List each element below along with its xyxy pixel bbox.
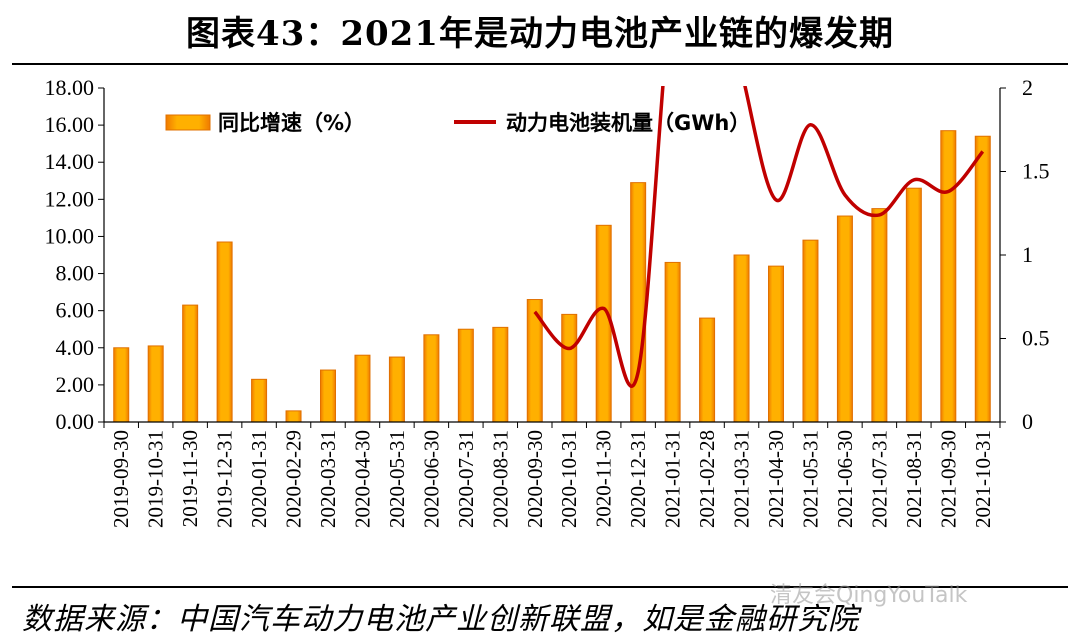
legend: 同比增速（%） 动力电池装机量（GWh） (165, 111, 750, 135)
x-tick-label: 2020-06-30 (419, 430, 443, 528)
bar (595, 224, 612, 423)
line-series (533, 86, 985, 388)
x-tick-label: 2019-09-30 (109, 430, 133, 528)
x-tick-label: 2021-05-31 (798, 430, 822, 528)
x-tick-label: 2019-11-30 (178, 430, 202, 527)
bar (905, 187, 922, 423)
x-tick-label: 2021-02-28 (695, 430, 719, 528)
left-tick-label: 14.00 (45, 149, 95, 174)
right-tick-label: 1 (1022, 242, 1033, 267)
source-note: 数据来源：中国汽车动力电池产业创新联盟，如是金融研究院 (22, 602, 859, 637)
left-tick-label: 10.00 (45, 223, 95, 248)
x-tick-label: 2020-08-31 (488, 430, 512, 528)
bar (940, 130, 957, 423)
bar (768, 265, 784, 423)
bar (457, 328, 474, 423)
left-tick-label: 8.00 (56, 261, 95, 286)
left-tick-label: 0.00 (56, 409, 95, 434)
right-tick-label: 1.5 (1022, 159, 1050, 184)
x-tick-label: 2020-07-31 (454, 430, 478, 528)
right-tick-label: 0.5 (1022, 326, 1050, 351)
x-tick-label: 2020-09-30 (523, 430, 547, 528)
x-tick-label: 2020-10-31 (557, 430, 581, 528)
x-tick-label: 2020-05-31 (385, 430, 409, 528)
bar (974, 135, 991, 423)
legend-label-bar: 同比增速（%） (218, 111, 365, 135)
right-tick-label: 2 (1022, 75, 1033, 100)
x-tick-label: 2021-09-30 (936, 430, 960, 528)
bar (147, 345, 164, 423)
bar (699, 317, 716, 423)
x-tick-label: 2020-11-30 (592, 430, 616, 527)
bar (733, 254, 750, 423)
left-tick-label: 16.00 (45, 112, 95, 137)
x-tick-label: 2021-04-30 (764, 430, 788, 528)
x-tick-label: 2020-02-29 (282, 430, 306, 528)
left-tick-label: 18.00 (45, 75, 95, 100)
bar (285, 410, 302, 423)
legend-swatch-bar (165, 114, 211, 131)
bar (836, 215, 853, 423)
bar (664, 261, 681, 423)
legend-label-line: 动力电池装机量（GWh） (506, 111, 750, 135)
top-rule (12, 63, 1068, 65)
bar-series (113, 130, 991, 423)
bar (251, 378, 268, 423)
bar (871, 208, 888, 423)
bottom-rule (12, 586, 1068, 588)
x-tick-label: 2021-10-31 (971, 430, 995, 528)
x-tick-label: 2020-04-30 (350, 430, 374, 528)
x-tick-label: 2021-07-31 (867, 430, 891, 528)
bar (802, 239, 819, 423)
right-tick-label: 0 (1022, 409, 1033, 434)
bar (182, 304, 199, 423)
bar (423, 334, 440, 423)
line-series-path (533, 86, 985, 388)
axes: 0.00 2.00 4.00 6.00 8.00 10.00 12.00 14.00 16.00… (45, 75, 1050, 528)
x-tick-label: 2020-03-31 (316, 430, 340, 528)
bar (216, 241, 233, 423)
bar (354, 354, 371, 423)
x-tick-label: 2021-03-31 (730, 430, 754, 528)
chart-title: 图表43：2021年是动力电池产业链的爆发期 (186, 14, 894, 54)
x-tick-label: 2021-08-31 (902, 430, 926, 528)
left-tick-label: 12.00 (45, 186, 95, 211)
x-tick-label: 2020-12-31 (626, 430, 650, 528)
bar (320, 369, 336, 423)
x-tick-label: 2021-06-30 (833, 430, 857, 528)
bar (388, 356, 405, 423)
bar (492, 326, 509, 423)
x-tick-label: 2020-01-31 (247, 430, 271, 528)
bar (561, 313, 578, 423)
watermark: 清友会QingYouTalk (770, 583, 968, 608)
left-tick-label: 4.00 (56, 335, 95, 360)
x-tick-label: 2019-10-31 (144, 430, 168, 528)
x-tick-label: 2021-01-31 (661, 430, 685, 528)
x-tick-label: 2019-12-31 (213, 430, 237, 528)
bar (113, 347, 130, 423)
left-tick-label: 6.00 (56, 298, 95, 323)
left-tick-label: 2.00 (56, 372, 95, 397)
